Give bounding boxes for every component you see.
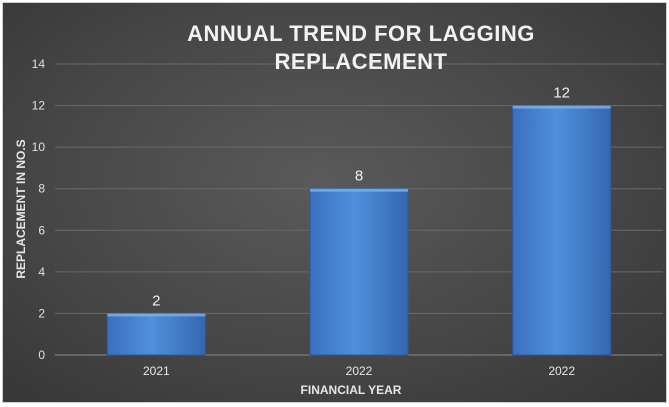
y-axis-ticks: 0 2 4 6 8 10 12 14 xyxy=(32,57,46,362)
y-tick-label: 14 xyxy=(32,57,46,71)
bar-chart: 0 2 4 6 8 10 12 14 2 8 12 2021 2022 2022 ANNUAL TRE… xyxy=(14,21,663,397)
data-label: 12 xyxy=(553,85,570,102)
bar xyxy=(512,105,612,356)
x-tick-label: 2021 xyxy=(143,364,170,378)
bar xyxy=(309,188,409,356)
chart-title-line-1: ANNUAL TREND FOR LAGGING xyxy=(187,21,535,46)
data-label: 8 xyxy=(355,168,363,185)
bar-highlight xyxy=(512,105,611,109)
x-axis-title: FINANCIAL YEAR xyxy=(301,383,402,397)
y-tick-label: 2 xyxy=(38,306,45,320)
y-tick-label: 4 xyxy=(38,265,45,279)
x-axis-ticks: 2021 2022 2022 xyxy=(143,364,575,378)
data-label: 2 xyxy=(152,292,160,309)
y-tick-label: 12 xyxy=(32,99,46,113)
chart-title-line-2: REPLACEMENT xyxy=(275,49,448,74)
bar-highlight xyxy=(310,188,408,192)
y-tick-label: 10 xyxy=(32,140,46,154)
x-tick-label: 2022 xyxy=(548,364,575,378)
data-labels: 2 8 12 xyxy=(152,85,570,310)
y-tick-label: 6 xyxy=(38,223,45,237)
y-tick-label: 0 xyxy=(38,348,45,362)
bar xyxy=(106,312,206,356)
bar-highlight xyxy=(107,313,206,317)
chart-frame: 0 2 4 6 8 10 12 14 2 8 12 2021 2022 2022 ANNUAL TRE… xyxy=(2,2,667,403)
y-axis-title: REPLACEMENT IN NO.S xyxy=(14,139,28,278)
x-tick-label: 2022 xyxy=(346,364,373,378)
bars xyxy=(106,105,612,356)
y-tick-label: 8 xyxy=(38,182,45,196)
